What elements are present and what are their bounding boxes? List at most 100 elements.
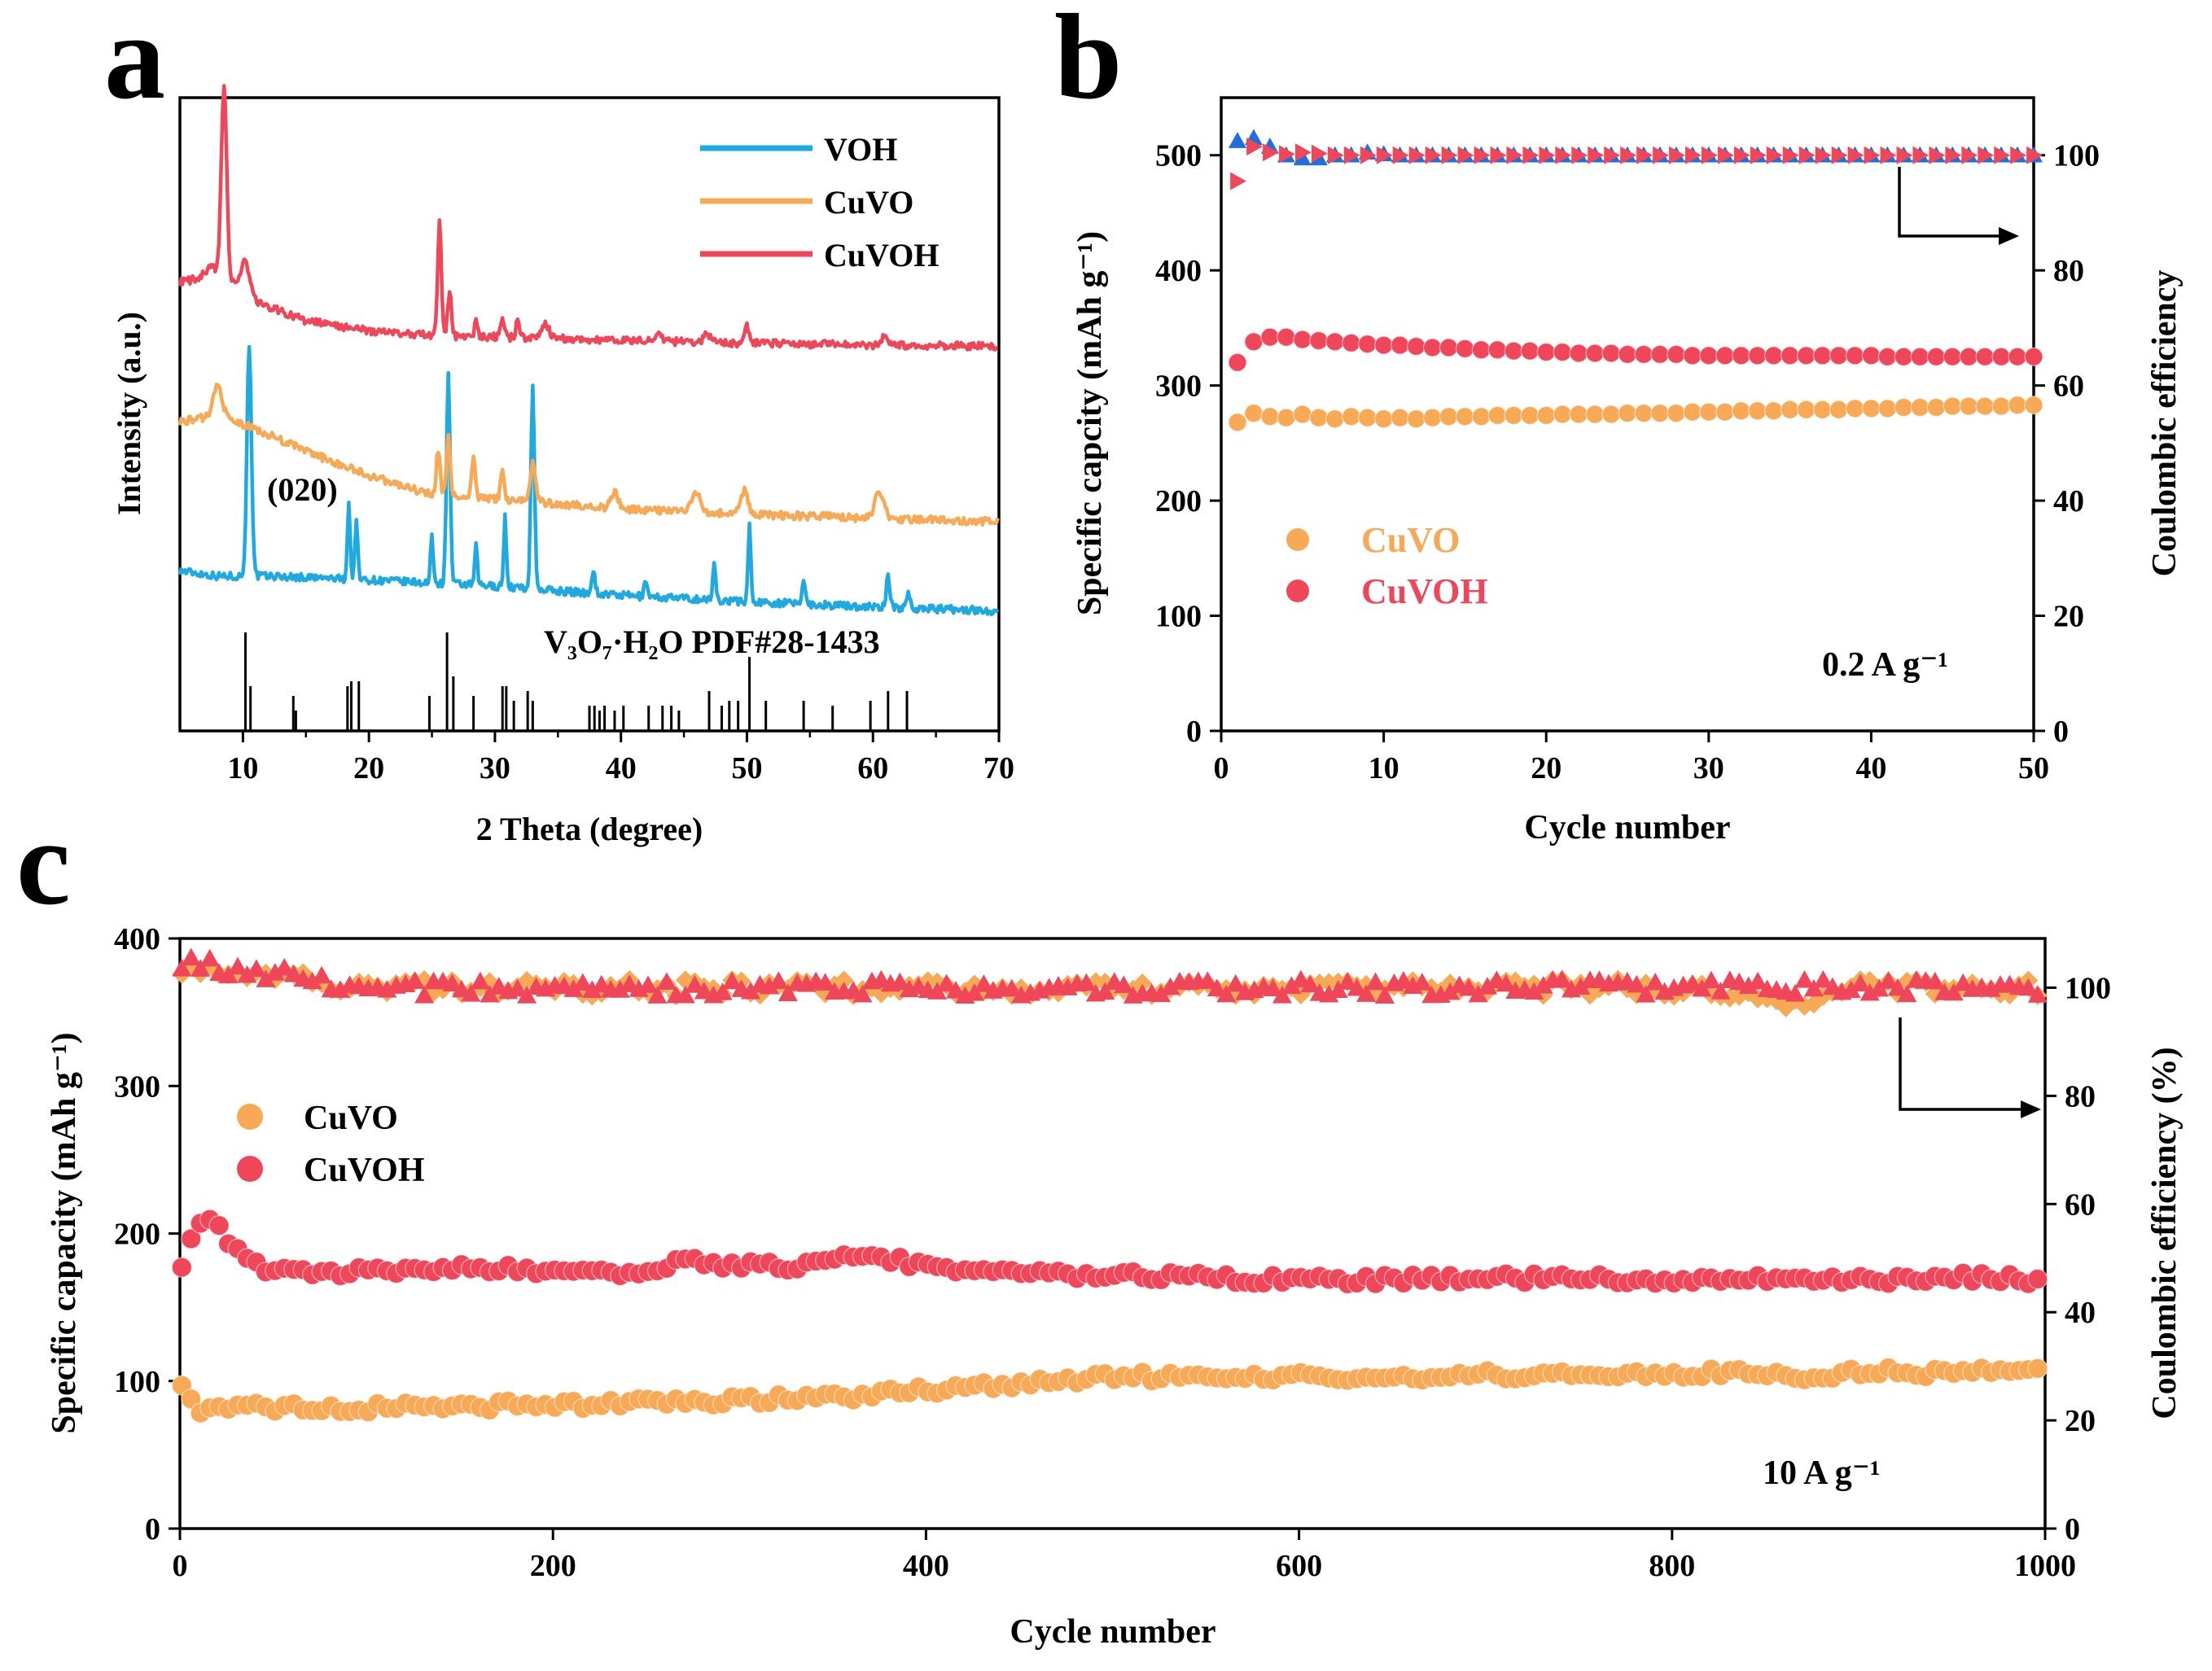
marker-cuvoh-ce — [256, 969, 276, 987]
marker-cuvoh — [1781, 346, 1800, 365]
marker-cuvo — [1861, 399, 1881, 418]
marker-cuvoh — [208, 1214, 230, 1236]
marker-cuvoh-ce — [1878, 971, 1899, 989]
marker-cuvoh-ce — [2026, 146, 2043, 164]
marker-cuvoh-ce — [1733, 146, 1750, 164]
marker-cuvoh-ce — [1001, 978, 1022, 997]
y2-tick-label: 60 — [2053, 370, 2084, 404]
marker-cuvo — [1325, 409, 1345, 429]
marker-cuvoh-ce — [1356, 984, 1377, 1002]
legend-label-cuvo: CuVO — [824, 184, 913, 221]
marker-cuvo — [1926, 397, 1946, 418]
marker-cuvoh-ce — [769, 971, 789, 989]
marker-cuvoh-ce — [582, 980, 602, 999]
x-tick-label: 600 — [1276, 1549, 1322, 1583]
marker-cuvoh-ce — [1198, 971, 1218, 989]
marker-cuvo — [1959, 396, 1978, 416]
y-tick-label: 300 — [1155, 370, 1202, 404]
marker-cuvoh-ce — [1552, 969, 1572, 988]
marker-cuvo — [1748, 401, 1767, 421]
x-tick-label: 1000 — [2014, 1549, 2076, 1583]
x-tick-label: 200 — [530, 1549, 576, 1583]
marker-cuvoh — [1277, 327, 1296, 347]
marker-cuvoh-ce — [1702, 146, 1718, 164]
marker-cuvoh — [1553, 343, 1572, 362]
marker-cuvoh-ce — [1319, 984, 1339, 1003]
marker-cuvoh-ce — [1813, 969, 1833, 988]
marker-cuvoh-ce — [1506, 146, 1523, 164]
axis-ticks: 0 200 400 600 800 100001002003004000204060801… — [114, 922, 2111, 1583]
marker-cuvoh — [1228, 352, 1247, 372]
marker-cuvoh-ce — [218, 965, 239, 984]
marker-cuvoh — [1861, 346, 1881, 365]
y-tick-label: 400 — [1155, 254, 1202, 288]
marker-cuvoh — [1244, 332, 1264, 352]
y-tick-label: 200 — [114, 1218, 160, 1252]
y-axis-label: Intensity (a.u.) — [111, 312, 147, 515]
marker-cuvoh-ce — [1945, 146, 1962, 164]
marker-cuvoh-ce — [1953, 973, 1973, 991]
marker-cuvoh-ce — [1095, 982, 1115, 1000]
marker-cuvo — [1553, 405, 1572, 424]
marker-cuvoh-ce — [1522, 146, 1540, 164]
marker-cuvoh-ce — [675, 985, 695, 1004]
marker-cuvo — [1764, 401, 1784, 421]
marker-cuvoh-ce — [1440, 982, 1461, 1000]
marker-cuvoh-ce — [1929, 146, 1946, 164]
y2-tick-label: 40 — [2065, 1296, 2096, 1330]
marker-cuvo — [1455, 407, 1475, 426]
marker-cuvoh-ce — [712, 982, 733, 1000]
panel-label-b: b — [1054, 0, 1122, 125]
marker-cuvoh-ce — [1912, 146, 1929, 164]
marker-cuvoh-ce — [722, 971, 742, 990]
marker-cuvoh-ce — [405, 971, 425, 989]
y-tick-label: 0 — [145, 1512, 160, 1546]
marker-cuvoh — [1943, 347, 1962, 366]
marker-cuvoh — [1260, 327, 1280, 347]
marker-cuvo — [1812, 400, 1833, 419]
marker-cuvoh-ce — [1412, 973, 1432, 991]
marker-cuvoh-ce — [1338, 972, 1358, 990]
y2-tick-label: 0 — [2065, 1512, 2080, 1546]
legend-marker-cuvo — [237, 1104, 263, 1130]
legend-label-voh: VOH — [824, 131, 897, 168]
marker-cuvo — [1569, 405, 1588, 424]
marker-cuvoh — [1293, 330, 1312, 349]
marker-cuvoh-ce — [1669, 146, 1685, 164]
marker-cuvoh-ce — [1864, 146, 1881, 164]
marker-cuvoh-ce — [1468, 984, 1488, 1003]
marker-cuvoh-ce — [1496, 973, 1516, 992]
x-tick-label: 30 — [1693, 751, 1724, 785]
marker-cuvo — [1797, 400, 1816, 419]
marker-cuvo — [1439, 407, 1459, 426]
marker-cuvoh-ce — [1408, 146, 1426, 164]
marker-cuvoh-ce — [1588, 146, 1605, 164]
y2-tick-label: 20 — [2065, 1404, 2096, 1438]
marker-cuvo — [1991, 396, 2011, 416]
legend-marker-cuvo — [1286, 528, 1309, 551]
marker-cuvoh-ce — [1524, 982, 1544, 1000]
marker-cuvoh-ce — [647, 986, 668, 1004]
marker-cuvoh-ce — [927, 982, 948, 1000]
marker-cuvoh-ce — [228, 956, 248, 975]
marker-cuvoh — [1894, 347, 1913, 366]
marker-cuvoh-ce — [1636, 146, 1653, 164]
marker-cuvoh-ce — [1978, 146, 1995, 164]
marker-cuvoh-ce — [1896, 146, 1913, 164]
marker-cuvoh — [1877, 347, 1897, 366]
marker-cuvoh — [1650, 344, 1670, 364]
marker-cuvoh — [2024, 347, 2043, 366]
x-tick-label: 0 — [173, 1549, 188, 1583]
marker-cuvoh-ce — [777, 983, 798, 1002]
marker-cuvoh-ce — [1225, 973, 1246, 992]
marker-cuvoh-ce — [1160, 977, 1180, 995]
series-line-voh — [177, 344, 1000, 617]
marker-cuvoh-ce — [1636, 984, 1656, 1003]
marker-cuvoh — [1471, 340, 1491, 360]
marker-cuvoh-ce — [1459, 978, 1479, 996]
marker-cuvoh-ce — [1360, 146, 1377, 164]
x-tick-label: 10 — [227, 751, 258, 785]
marker-cuvoh-ce — [815, 973, 835, 991]
marker-cuvo — [1894, 397, 1913, 418]
marker-cuvoh — [1406, 336, 1426, 357]
